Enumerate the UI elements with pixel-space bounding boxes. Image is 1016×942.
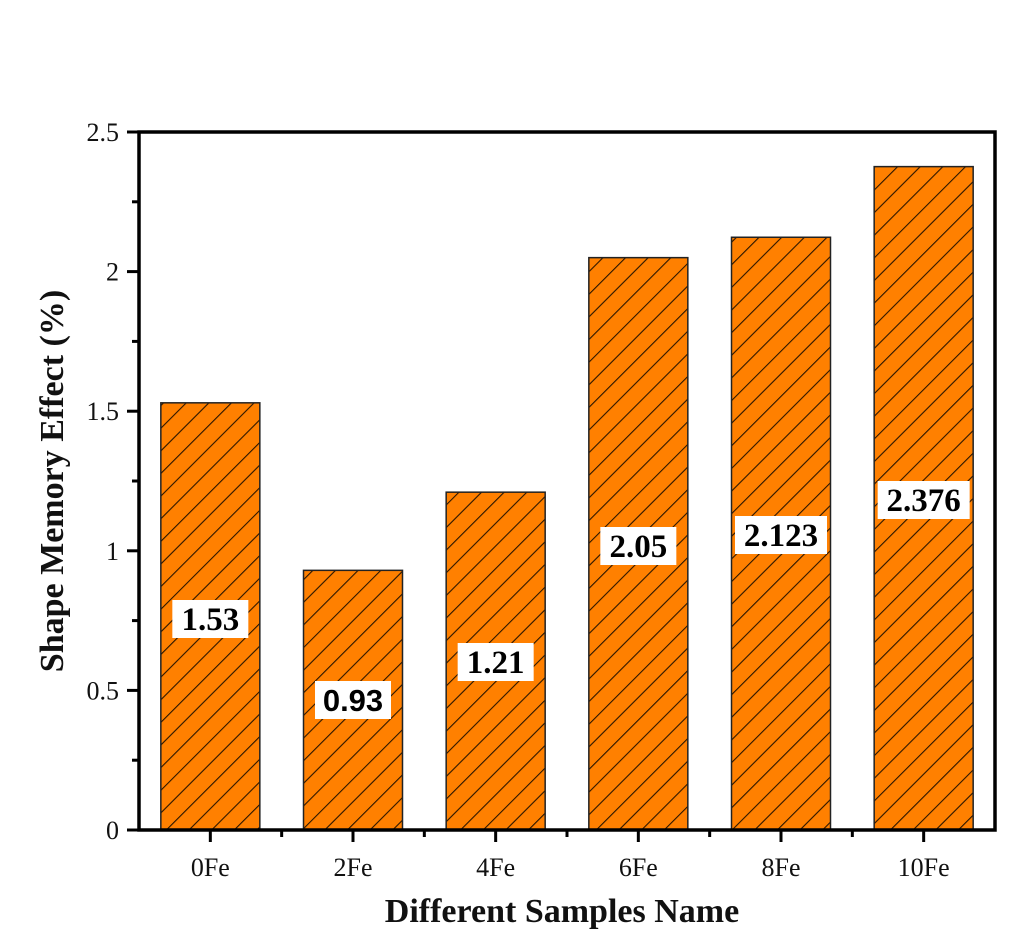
value-label: 2.123 — [744, 518, 818, 554]
x-tick-label: 6Fe — [619, 853, 658, 882]
value-label: 2.376 — [887, 483, 961, 519]
y-tick-label: 1 — [106, 537, 119, 566]
value-label-box — [315, 681, 391, 719]
x-tick-label: 10Fe — [898, 853, 950, 882]
axes-group: 0Fe 2Fe 4Fe 6Fe 8Fe 10Fe 0 0.5 1 1.5 2 2.5 — [87, 118, 997, 882]
y-axis-title: Shape Memory Effect (%) — [34, 290, 71, 672]
value-label-box — [735, 516, 827, 554]
y-tick-label: 2.5 — [87, 118, 120, 147]
y-tick-label: 0 — [106, 816, 119, 845]
y-tick-label: 0.5 — [87, 676, 120, 705]
x-tick-label: 8Fe — [762, 853, 801, 882]
x-tick-label: 0Fe — [191, 853, 230, 882]
value-label: 2.05 — [609, 529, 667, 565]
value-labels-group: 1.53 0.93 1.21 2.05 2.123 2.376 — [172, 481, 970, 719]
value-label-box — [457, 643, 534, 681]
x-axis-title: Different Samples Name — [385, 893, 739, 930]
value-label: 1.53 — [181, 602, 239, 638]
value-label: 0.93 — [323, 683, 383, 718]
value-label: 1.21 — [467, 645, 525, 681]
plot-frame — [137, 130, 997, 832]
value-label-box — [600, 527, 677, 565]
x-tick-label: 2Fe — [334, 853, 373, 882]
value-label-box — [877, 481, 970, 519]
value-label-box — [172, 600, 249, 638]
y-tick-label: 1.5 — [87, 397, 120, 426]
x-tick-label: 4Fe — [476, 853, 515, 882]
bars-group — [160, 165, 974, 831]
y-tick-label: 2 — [106, 258, 119, 287]
